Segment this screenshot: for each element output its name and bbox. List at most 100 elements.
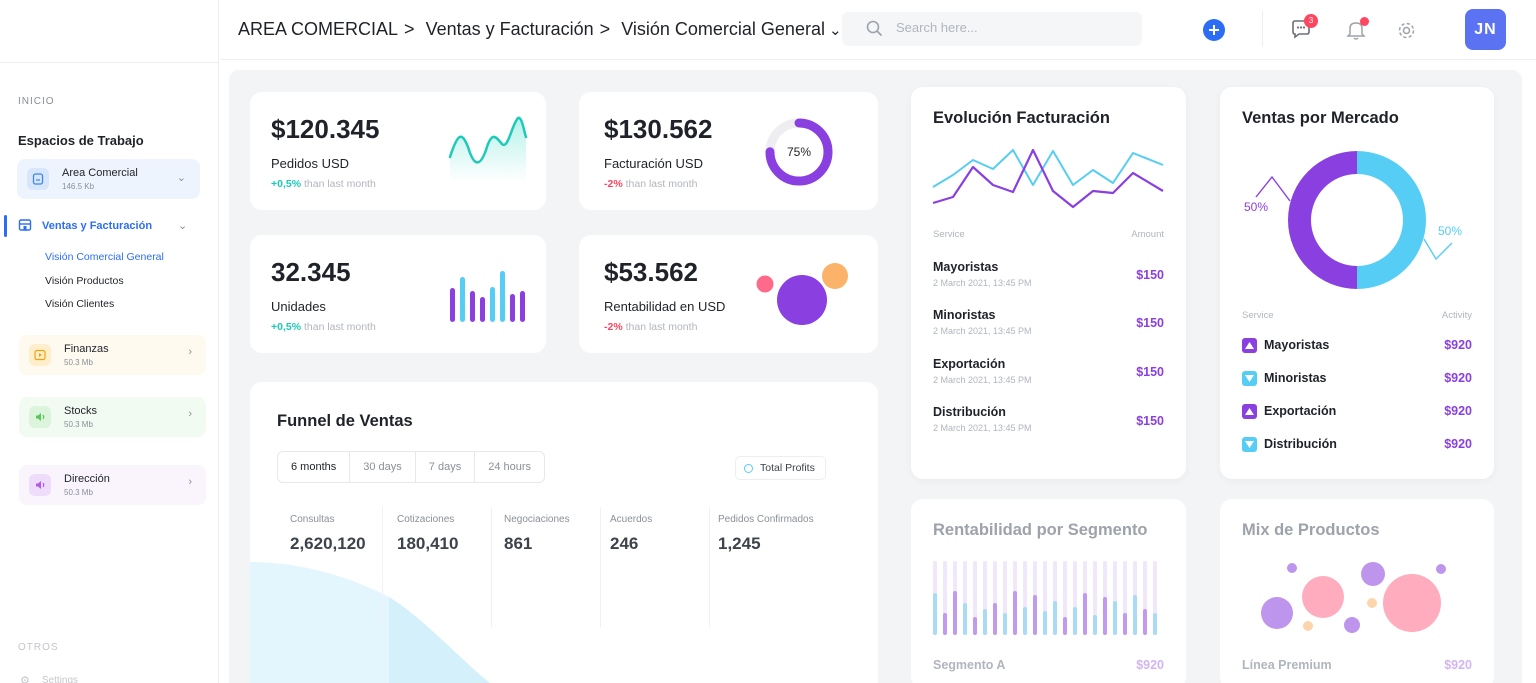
subnav-vision-comercial[interactable]: Visión Comercial General — [45, 251, 164, 263]
kpi-label: Rentabilidad en USD — [604, 299, 726, 314]
stage-divider — [600, 507, 601, 627]
delta-value: +0,5% — [271, 178, 302, 190]
workspace-finanzas[interactable]: Finanzas 50.3 Mb › — [19, 335, 206, 375]
list-item[interactable]: Minoristas 2 March 2021, 13:45 PM — [933, 308, 1032, 336]
sidebar-item-settings[interactable]: ⚙ Settings — [20, 674, 78, 683]
kpi-value: $53.562 — [604, 257, 698, 287]
add-button[interactable] — [1203, 19, 1225, 46]
list-item[interactable]: Exportación $920 — [1242, 403, 1472, 421]
messages-button[interactable]: 3 — [1290, 14, 1318, 45]
row-amount: $920 — [1444, 404, 1472, 418]
kpi-delta: +0,5% than last month — [271, 321, 376, 333]
mercado-panel: Ventas por Mercado 50% 50% Service Activ… — [1220, 87, 1494, 479]
row-date: 2 March 2021, 13:45 PM — [933, 375, 1032, 385]
breadcrumb-ventas[interactable]: Ventas y Facturación — [425, 19, 594, 39]
row-amount: $920 — [1136, 658, 1164, 672]
stage-name: Consultas — [290, 514, 335, 525]
subnav-vision-productos[interactable]: Visión Productos — [45, 275, 124, 287]
list-item[interactable]: Mayoristas $920 — [1242, 337, 1472, 355]
workspace-size: 50.3 Mb — [64, 358, 93, 367]
kpi-value: $130.562 — [604, 114, 713, 144]
search-box — [842, 12, 1142, 46]
stage-divider — [382, 507, 383, 627]
panel-title: Funnel de Ventas — [277, 412, 413, 430]
workspace-name: Area Comercial — [62, 167, 138, 179]
triangle-up-icon — [1242, 404, 1257, 419]
workspaces-heading: Espacios de Trabajo — [18, 133, 144, 148]
row-title: Minoristas — [933, 308, 996, 322]
list-item[interactable]: Distribución $920 — [1242, 436, 1472, 454]
settings-button[interactable] — [1397, 21, 1416, 45]
row-title: Segmento A — [933, 658, 1006, 672]
kpi-label: Pedidos USD — [271, 156, 350, 171]
bell-icon — [1346, 22, 1366, 40]
evolucion-line-chart — [932, 148, 1164, 209]
funnel-panel: Funnel de Ventas 6 months 30 days 7 days… — [250, 382, 878, 683]
active-indicator — [4, 215, 7, 237]
ring-progress — [765, 118, 833, 186]
row-title: Mayoristas — [1264, 338, 1330, 352]
stage-name: Cotizaciones — [397, 514, 455, 525]
kpi-label: Unidades — [271, 299, 326, 314]
search-input[interactable] — [896, 20, 1116, 35]
workspace-direccion[interactable]: Dirección 50.3 Mb › — [19, 465, 206, 505]
tab-7-days[interactable]: 7 days — [416, 452, 476, 482]
list-item[interactable]: Distribución 2 March 2021, 13:45 PM — [933, 405, 1032, 433]
tab-30-days[interactable]: 30 days — [350, 452, 416, 482]
row-amount: $920 — [1444, 658, 1472, 672]
stage-value: 180,410 — [397, 534, 459, 553]
funnel-stage: Acuerdos 246 — [610, 514, 652, 554]
legend-total-profits[interactable]: Total Profits — [735, 456, 826, 480]
column-header-amount: Amount — [1131, 229, 1164, 240]
list-item[interactable]: Mayoristas 2 March 2021, 13:45 PM — [933, 260, 1032, 288]
list-item[interactable]: Minoristas $920 — [1242, 370, 1472, 388]
row-date: 2 March 2021, 13:45 PM — [933, 326, 1032, 336]
workspace-stocks[interactable]: Stocks 50.3 Mb › — [19, 397, 206, 437]
workspace-name: Dirección — [64, 473, 110, 485]
row-amount: $920 — [1444, 437, 1472, 451]
workspace-name: Finanzas — [64, 343, 109, 355]
chat-icon — [1292, 20, 1310, 39]
list-item[interactable]: Exportación 2 March 2021, 13:45 PM — [933, 357, 1032, 385]
triangle-up-icon — [1242, 338, 1257, 353]
subnav-vision-clientes[interactable]: Visión Clientes — [45, 298, 115, 310]
period-tabs: 6 months 30 days 7 days 24 hours — [277, 451, 546, 483]
workspace-size: 146.5 Kb — [62, 182, 95, 191]
search-icon — [866, 20, 883, 42]
stage-divider — [491, 507, 492, 627]
row-amount: $150 — [1136, 365, 1164, 379]
section-label-inicio: INICIO — [18, 96, 55, 107]
row-title: Mayoristas — [933, 260, 999, 274]
chevron-down-icon: ⌄ — [178, 220, 188, 232]
header: AREA COMERCIAL > Ventas y Facturación > Vi… — [220, 0, 1536, 60]
mix-bubbles-chart — [1261, 562, 1446, 633]
chevron-right-icon: › — [188, 346, 192, 358]
breadcrumb-area[interactable]: AREA COMERCIAL — [238, 19, 399, 39]
sidebar-item-ventas[interactable]: Ventas y Facturación ⌄ — [0, 215, 219, 237]
file-icon — [27, 168, 49, 190]
workspace-name: Stocks — [64, 405, 98, 417]
tab-24-hours[interactable]: 24 hours — [488, 461, 532, 473]
kpi-delta: -2% than last month — [604, 178, 697, 190]
stage-name: Negociaciones — [504, 514, 570, 525]
triangle-down-icon — [1242, 371, 1257, 386]
delta-value: -2% — [604, 321, 623, 333]
chevron-down-icon[interactable]: ⌄ — [828, 22, 842, 39]
store-icon — [18, 218, 32, 237]
tab-6-months[interactable]: 6 months — [278, 452, 351, 482]
breadcrumb-vision[interactable]: Visión Comercial General — [621, 19, 825, 39]
row-date: 2 March 2021, 13:45 PM — [933, 278, 1032, 288]
notifications-button[interactable] — [1346, 17, 1369, 46]
donut-slice-minoristas — [1357, 151, 1426, 289]
mix-panel: Mix de Productos Línea Premium $920 — [1220, 499, 1494, 683]
evolucion-panel: Evolución Facturación Service Amount May… — [911, 87, 1186, 479]
avatar[interactable]: JN — [1465, 9, 1506, 50]
main-content: $120.345 Pedidos USD +0,5% than last mon… — [229, 70, 1522, 683]
workspace-area-comercial[interactable]: Area Comercial 146.5 Kb ⌄ — [17, 159, 200, 199]
rentabilidad-panel: Rentabilidad por Segmento Segmento A $92… — [911, 499, 1186, 683]
row-title: Línea Premium — [1242, 658, 1332, 672]
legend-label: Total Profits — [760, 462, 815, 474]
delta-text: than last month — [304, 178, 376, 190]
row-amount: $150 — [1136, 414, 1164, 428]
funnel-stage: Pedidos Confirmados 1,245 — [718, 514, 814, 554]
